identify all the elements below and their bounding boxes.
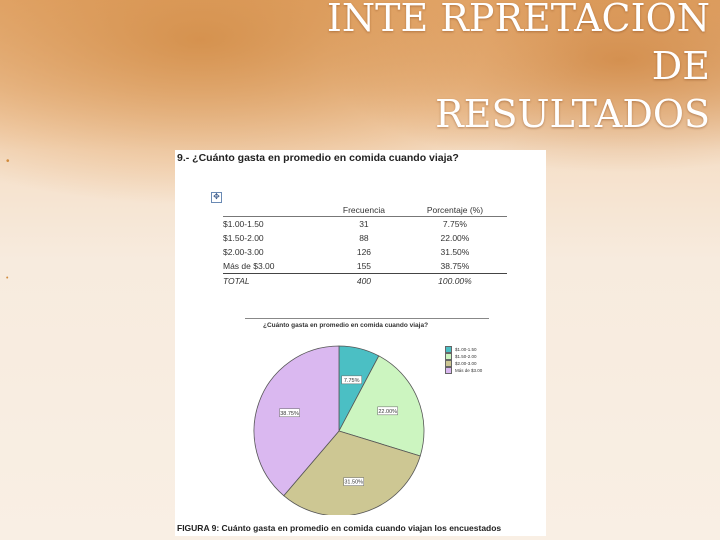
data-label: 31.50% [344, 480, 363, 486]
pie-chart: ¿Cuánto gasta en promedio en comida cuan… [245, 318, 489, 515]
row-percentage: 22.00% [440, 233, 470, 243]
content-image: 9.- ¿Cuánto gasta en promedio en comida … [175, 150, 546, 536]
bullet-point: • [6, 275, 9, 282]
figure-caption: FIGURA 9: Cuánto gasta en promedio en co… [177, 523, 502, 533]
pie-slice [283, 430, 421, 515]
legend-swatch [445, 353, 452, 360]
legend-item: $1.00-1.50 [445, 346, 482, 353]
question-title: 9.- ¿Cuánto gasta en promedio en comida … [177, 152, 459, 164]
title-line-1: INTE RPRETACION DE [326, 0, 710, 88]
pie-slice [338, 355, 425, 457]
table-row: Más de $3.00 155 38.75% [223, 259, 507, 274]
data-label-box [377, 406, 398, 416]
row-frequency: 88 [359, 233, 369, 243]
legend-label: $1.50-2.00 [455, 354, 477, 359]
table-move-handle-icon[interactable]: ✥ [211, 192, 222, 203]
row-label: $1.50-2.00 [223, 233, 264, 243]
total-frequency: 400 [325, 273, 403, 288]
row-frequency: 31 [359, 219, 369, 229]
data-label: 7.75% [344, 378, 360, 384]
table-header-percentage: Porcentaje (%) [402, 204, 507, 217]
table-row: $1.00-1.50 31 7.75% [223, 217, 507, 232]
table-header-empty [223, 204, 325, 217]
legend-item: $2.00-3.00 [445, 360, 482, 367]
data-label-box [341, 375, 362, 385]
data-label: 38.75% [280, 411, 299, 417]
legend-item: $1.50-2.00 [445, 353, 482, 360]
row-percentage: 7.75% [442, 219, 467, 229]
pie-chart-svg: 7.75% 22.00% 31.50% 38.75% [253, 345, 425, 515]
row-frequency: 155 [356, 261, 372, 271]
legend-item: Más de $3.00 [445, 367, 482, 374]
total-percentage: 100.00% [402, 273, 507, 288]
title-line-2: RESULTADOS [435, 92, 710, 136]
pie-slice [253, 345, 340, 497]
legend-label: Más de $3.00 [455, 368, 483, 373]
frequency-table: Frecuencia Porcentaje (%) $1.00-1.50 31 … [223, 204, 507, 288]
chart-title: ¿Cuánto gasta en promedio en comida cuan… [263, 322, 429, 329]
table-header-frequency: Frecuencia [325, 204, 403, 217]
total-label: TOTAL [223, 273, 325, 288]
legend-swatch [445, 360, 452, 367]
row-percentage: 38.75% [440, 261, 470, 271]
bullet-point: • [6, 156, 10, 167]
data-label-box [343, 477, 364, 486]
row-label: Más de $3.00 [223, 261, 275, 271]
row-label: $2.00-3.00 [223, 247, 264, 257]
data-label: 22.00% [378, 409, 397, 415]
legend-swatch [445, 346, 452, 353]
legend-label: $1.00-1.50 [455, 347, 477, 352]
table-total-row: TOTAL 400 100.00% [223, 273, 507, 288]
legend-label: $2.00-3.00 [455, 361, 477, 366]
row-frequency: 126 [356, 247, 372, 257]
table-row: $1.50-2.00 88 22.00% [223, 231, 507, 245]
slide-title: INTE RPRETACION DE RESULTADOS [270, 0, 710, 138]
row-percentage: 31.50% [440, 247, 470, 257]
data-label-box [279, 408, 300, 418]
row-label: $1.00-1.50 [223, 219, 264, 229]
table-row: $2.00-3.00 126 31.50% [223, 245, 507, 259]
chart-legend: $1.00-1.50 $1.50-2.00 $2.00-3.00 Más de … [445, 346, 482, 374]
table-header-row: Frecuencia Porcentaje (%) [223, 204, 507, 217]
legend-swatch [445, 367, 452, 374]
